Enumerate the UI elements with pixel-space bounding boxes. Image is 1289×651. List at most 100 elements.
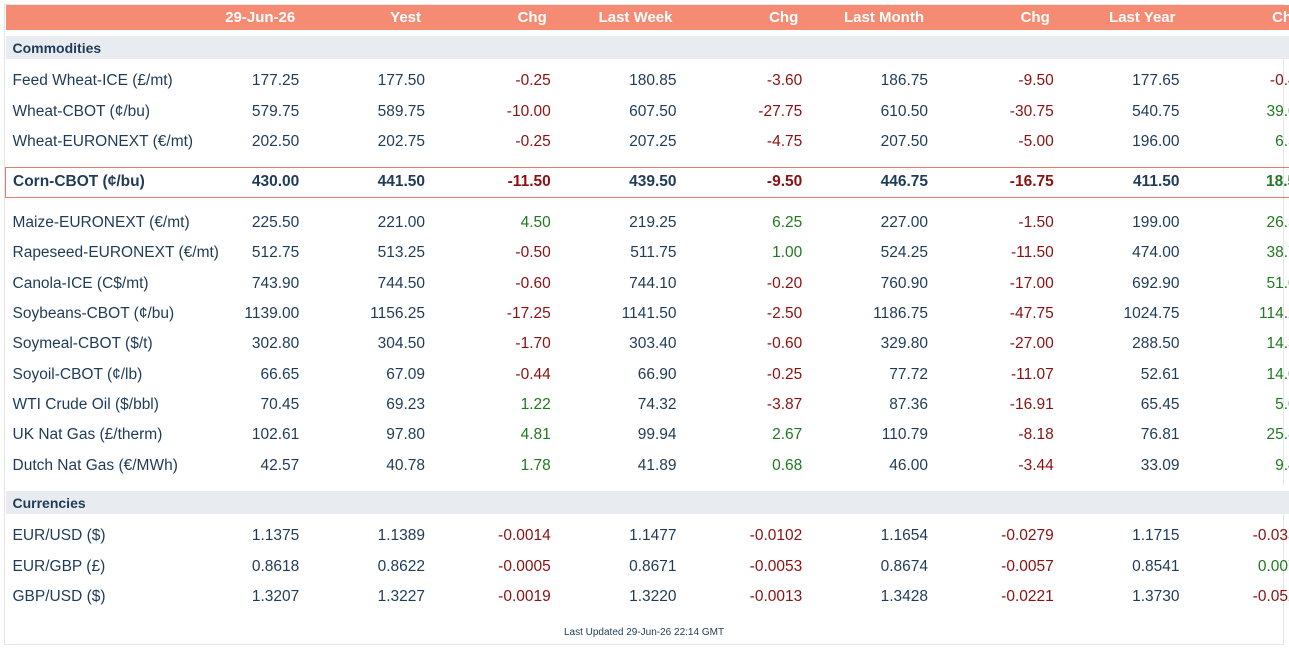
price-cell: 69.23 (386, 396, 425, 414)
change-cell: -0.25 (515, 72, 551, 90)
price-cell: 42.57 (260, 456, 300, 474)
spacer (6, 198, 1289, 208)
change-cell: -0.0057 (1001, 557, 1054, 575)
change-cell: -1.50 (1018, 213, 1054, 231)
price-cell: 446.75 (804, 166, 930, 199)
change-cell: -11.07 (1010, 365, 1054, 383)
price-cell: 70.45 (260, 396, 300, 414)
change-cell: 14.30 (1266, 335, 1289, 353)
row-name: Soyoil-CBOT (¢/lb) (12, 365, 143, 383)
header-last-year: Last Year (1055, 5, 1182, 33)
price-cell: 65.45 (1140, 396, 1180, 414)
change-cell: 1.00 (772, 244, 803, 262)
spacer (6, 59, 1289, 66)
price-cell: 411.50 (1055, 166, 1182, 199)
price-cell: 219.25 (629, 213, 677, 231)
change-cell: -30.75 (1009, 102, 1054, 120)
spacer (6, 612, 1289, 619)
price-cell: 33.09 (1140, 456, 1180, 474)
change-cell: -2.50 (766, 304, 803, 322)
table-row: Wheat-EURONEXT (€/mt) 202.50 202.75 -0.25 20… (6, 127, 1289, 157)
price-cell: 302.80 (251, 335, 300, 353)
price-cell: 196.00 (1132, 132, 1180, 150)
price-cell: 441.50 (301, 166, 427, 199)
table-row: Maize-EURONEXT (€/mt) 225.50 221.00 4.50 219… (6, 208, 1289, 238)
price-cell: 41.89 (637, 456, 677, 474)
change-cell: -8.18 (1018, 426, 1054, 444)
table-row: UK Nat Gas (£/therm) 102.61 97.80 4.81 99.94… (6, 420, 1289, 450)
table-row: WTI Crude Oil ($/bbl) 70.45 69.23 1.22 74.32… (6, 390, 1289, 420)
row-name: Maize-EURONEXT (€/mt) (12, 213, 190, 231)
price-cell: 177.25 (251, 72, 300, 90)
table-row: Soyoil-CBOT (¢/lb) 66.65 67.09 -0.44 66.90 -0… (6, 360, 1289, 390)
price-cell: 474.00 (1132, 244, 1180, 262)
table-row: Soymeal-CBOT ($/t) 302.80 304.50 -1.70 303.4… (6, 329, 1289, 359)
header-last-week: Last Week (552, 5, 679, 33)
section-header: Currencies (5, 485, 1289, 515)
price-cell: 177.50 (377, 72, 425, 90)
change-cell: 5.00 (1275, 396, 1289, 414)
spacer (6, 514, 1289, 521)
change-cell: 25.80 (1266, 426, 1289, 444)
change-cell: 14.04 (1266, 365, 1289, 383)
price-cell: 1.1654 (880, 527, 928, 545)
row-name: Soybeans-CBOT (¢/bu) (12, 304, 175, 322)
price-cell: 225.50 (251, 213, 300, 231)
header-chg-yest: Chg (427, 5, 553, 33)
price-cell: 610.50 (880, 102, 928, 120)
change-cell: -0.0013 (749, 588, 803, 606)
table-row: Corn-CBOT (¢/bu) 430.00 441.50 -11.50 439.50… (5, 166, 1289, 199)
spacer (6, 157, 1289, 167)
change-cell: 114.25 (1258, 304, 1289, 322)
change-cell: -0.50 (515, 244, 551, 262)
change-cell: -0.0019 (498, 588, 551, 606)
change-cell: -0.0279 (1001, 527, 1054, 545)
change-cell: -5.00 (1018, 132, 1054, 150)
change-cell: -0.25 (766, 365, 803, 383)
table-row: Soybeans-CBOT (¢/bu) 1139.00 1156.25 -17.25… (6, 299, 1289, 329)
table-row: Wheat-CBOT (¢/bu) 579.75 589.75 -10.00 607.5… (6, 96, 1289, 126)
header-chg-year: Chg (1181, 5, 1289, 33)
row-name: Wheat-EURONEXT (€/mt) (12, 132, 194, 150)
row-name: Dutch Nat Gas (€/MWh) (12, 456, 178, 474)
table-body: Commodities Feed Wheat-ICE (£/mt) 177.25 17… (5, 30, 1289, 619)
price-cell: 692.90 (1132, 274, 1180, 292)
header-name-col (5, 5, 176, 33)
change-cell: -0.0522 (1252, 588, 1289, 606)
price-cell: 513.25 (377, 244, 425, 262)
price-cell: 1139.00 (244, 304, 300, 322)
change-cell: 6.25 (772, 213, 803, 231)
price-cell: 1.3730 (1132, 588, 1180, 606)
change-cell: -0.0339 (1252, 527, 1289, 545)
prices-table: 29-Jun-26 Yest Chg Last Week Chg Last Mo… (5, 5, 1289, 619)
price-cell: 512.75 (251, 244, 300, 262)
row-name: EUR/USD ($) (12, 527, 106, 545)
price-cell: 304.50 (377, 335, 425, 353)
change-cell: 4.81 (520, 426, 551, 444)
price-cell: 589.75 (377, 102, 425, 120)
row-name: Corn-CBOT (¢/bu) (5, 166, 176, 199)
price-cell: 1.1375 (251, 527, 300, 545)
change-cell: 9.48 (1275, 456, 1289, 474)
change-cell: 39.00 (1266, 102, 1289, 120)
row-name: Rapeseed-EURONEXT (€/mt) (12, 244, 219, 262)
row-name: UK Nat Gas (£/therm) (12, 426, 163, 444)
price-cell: 744.50 (377, 274, 425, 292)
price-cell: 1.1715 (1132, 527, 1180, 545)
price-cell: 0.8674 (880, 557, 928, 575)
row-name: Canola-ICE (C$/mt) (12, 274, 149, 292)
change-cell: 0.0077 (1257, 557, 1289, 575)
price-cell: 40.78 (386, 456, 425, 474)
header-chg-week: Chg (678, 5, 805, 33)
price-cell: 1156.25 (370, 304, 425, 322)
price-cell: 0.8622 (377, 557, 425, 575)
price-cell: 303.40 (629, 335, 677, 353)
change-cell: -17.00 (1009, 274, 1054, 292)
change-cell: 2.67 (772, 426, 803, 444)
change-cell: -17.25 (506, 304, 551, 322)
price-cell: 97.80 (386, 426, 425, 444)
change-cell: -0.0102 (749, 527, 803, 545)
change-cell: 4.50 (520, 213, 551, 231)
price-cell: 186.75 (880, 72, 928, 90)
price-cell: 221.00 (377, 213, 425, 231)
